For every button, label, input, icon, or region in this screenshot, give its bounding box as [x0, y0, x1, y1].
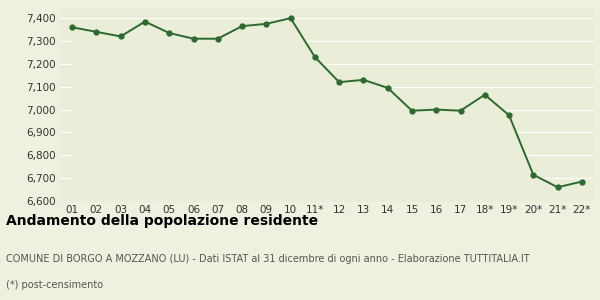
- Text: Andamento della popolazione residente: Andamento della popolazione residente: [6, 214, 318, 229]
- Text: (*) post-censimento: (*) post-censimento: [6, 280, 103, 290]
- Text: COMUNE DI BORGO A MOZZANO (LU) - Dati ISTAT al 31 dicembre di ogni anno - Elabor: COMUNE DI BORGO A MOZZANO (LU) - Dati IS…: [6, 254, 530, 263]
